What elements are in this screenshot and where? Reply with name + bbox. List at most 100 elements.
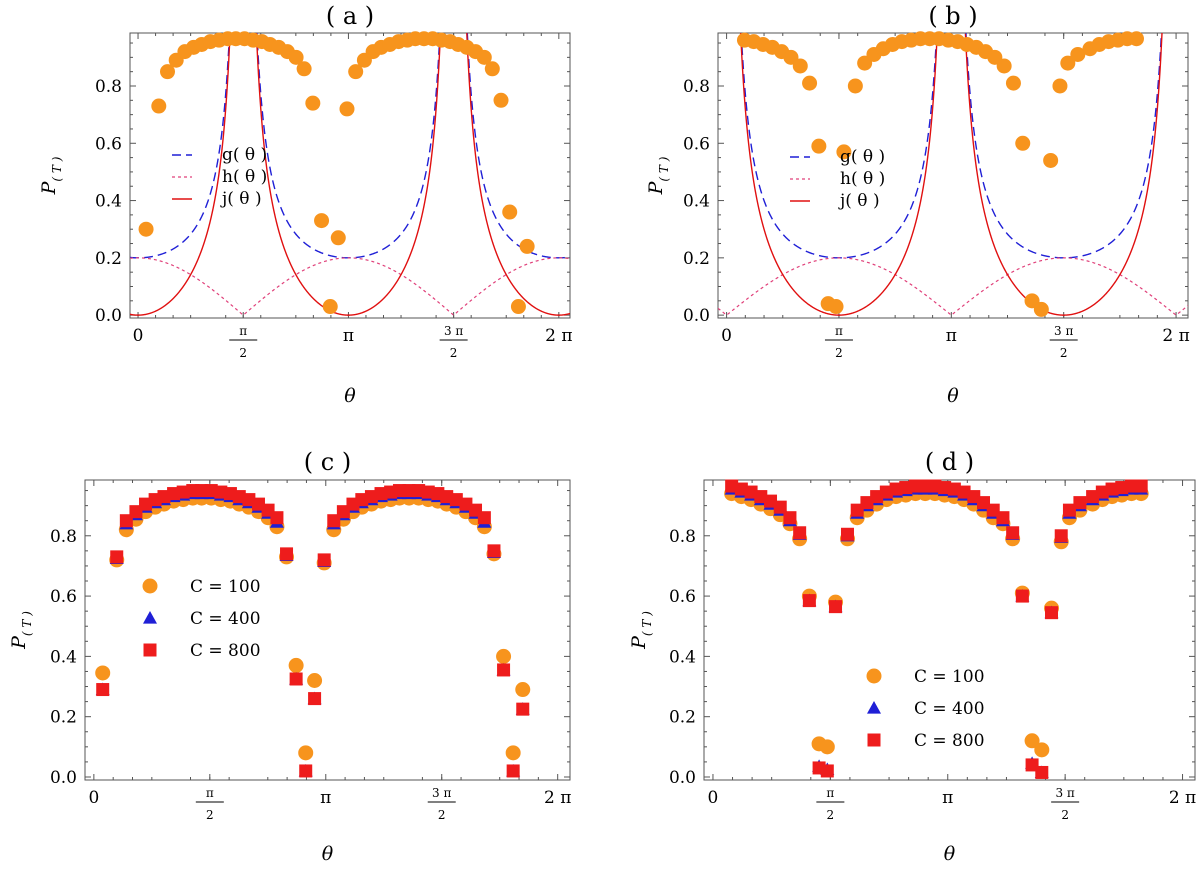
point-circle-29 [1005,75,1021,91]
point-square-35 [1062,503,1076,517]
point-circle-35 [1060,55,1076,71]
point-square-28 [996,511,1010,525]
point-circle-0 [138,221,154,237]
panel-title: ( d ) [925,448,974,476]
point-circle-21 [322,299,338,315]
y-axis-label: P( T ) [8,611,34,650]
point-circle-22 [307,673,323,689]
point-square-42 [497,663,511,677]
point-circle-43 [510,299,526,315]
x-tick-label: 2 π [545,326,572,346]
point-square-18 [270,511,284,525]
point-circle-22 [330,230,346,246]
x-tick-label-numerator: 3 π [1055,786,1074,800]
legend-marker-circle-0 [142,578,158,594]
point-square-1 [110,550,124,564]
legend-marker-circle-0 [866,668,882,684]
point-circle-12 [847,78,863,94]
y-tick-label: 0.6 [669,587,696,607]
y-tick-label: 0.2 [683,249,710,269]
x-axis-label: θ [322,843,334,865]
point-circle-10 [828,299,844,315]
curves [718,33,1188,316]
point-circle-31 [1024,733,1040,749]
point-square-20 [289,672,303,686]
point-square-33 [1045,606,1059,620]
x-tick-label-denominator: 2 [1060,346,1068,360]
point-circle-44 [519,238,535,254]
point-circle-43 [505,745,521,761]
point-square-5 [773,500,787,514]
point-circle-32 [1033,301,1049,317]
point-square-11 [829,600,843,614]
y-tick-label: 0.6 [95,134,122,154]
x-tick-label-denominator: 2 [239,346,247,360]
point-square-43 [506,764,520,778]
legend-label: g( θ ) [222,145,267,165]
point-circle-19 [305,95,321,111]
legend: g( θ )h( θ )j( θ ) [790,147,885,211]
y-tick-label: 0.8 [95,77,122,97]
x-tick-label-denominator: 2 [827,808,835,822]
y-tick-label: 0.6 [683,134,710,154]
y-tick-label: 0.8 [669,527,696,547]
y-axis-label: P( T ) [645,156,671,195]
x-tick-label-denominator: 2 [1061,808,1069,822]
y-tick-label: 0.0 [50,768,77,788]
legend-label: C = 400 [914,699,985,719]
legend-label: j( θ ) [220,189,262,209]
panel-title: ( b ) [928,2,977,30]
y-axis-label-subscript: ( T ) [50,156,64,181]
x-tick-label-numerator: 3 π [432,786,451,800]
legend-label: g( θ ) [840,147,885,167]
point-square-7 [793,526,807,540]
panel-d: ( d ) 0.0 0.2 0.4 0.6 0.8 0 π 2 π 3 π 2 2 π θ P( T ) C … [628,448,1196,865]
point-square-34 [1054,529,1068,543]
x-tick-label-numerator: π [835,324,843,338]
y-axis-label-subscript: ( T ) [20,611,34,636]
plot-frame [129,32,571,319]
point-square-44 [516,702,530,716]
curve-dotted-pink [718,257,1188,316]
x-tick-label: π [343,326,354,346]
point-circle-1 [151,98,167,114]
plot-frame [84,479,571,781]
y-tick-label: 0.0 [95,306,122,326]
legend-label: C = 800 [190,641,261,661]
legend: g( θ )h( θ )j( θ ) [172,145,267,209]
point-square-42 [1134,479,1148,493]
point-circle-2 [160,64,176,80]
x-tick-label: 0 [721,326,732,346]
y-axis-label-main: P [8,635,30,650]
point-circle-34 [1052,78,1068,94]
legend-label: h( θ ) [840,169,885,189]
legend-label: j( θ ) [838,191,880,211]
plot-frame [703,479,1196,781]
point-circle-0 [95,665,111,681]
x-tick-label-denominator: 2 [206,808,214,822]
x-tick-label: 2 π [1162,326,1189,346]
x-tick-label: 2 π [1169,788,1196,808]
point-square-0 [96,683,110,697]
points [736,31,1144,317]
y-axis-label-subscript: ( T ) [657,156,671,181]
panel-c: ( c ) 0.0 0.2 0.4 0.6 0.8 0 π 2 π 3 π 2 2 π θ P( T ) C … [8,448,571,865]
x-tick-label: π [942,788,953,808]
legend: C = 100 C = 400 C = 800 [142,577,261,661]
x-tick-label: π [320,788,331,808]
point-square-32 [1035,765,1049,779]
point-circle-18 [296,61,312,77]
point-square-40 [477,511,491,525]
point-circle-28 [996,58,1012,74]
point-circle-21 [298,745,314,761]
point-circle-20 [314,213,330,229]
x-axis-label: θ [344,385,356,407]
point-square-29 [1006,526,1020,540]
x-tick-label-numerator: π [206,786,214,800]
x-tick-label-numerator: π [826,786,834,800]
legend-marker-triangle-1 [143,611,157,624]
x-tick-label: π [946,326,957,346]
curve-dotted-pink [130,257,570,316]
point-circle-39 [476,49,492,65]
